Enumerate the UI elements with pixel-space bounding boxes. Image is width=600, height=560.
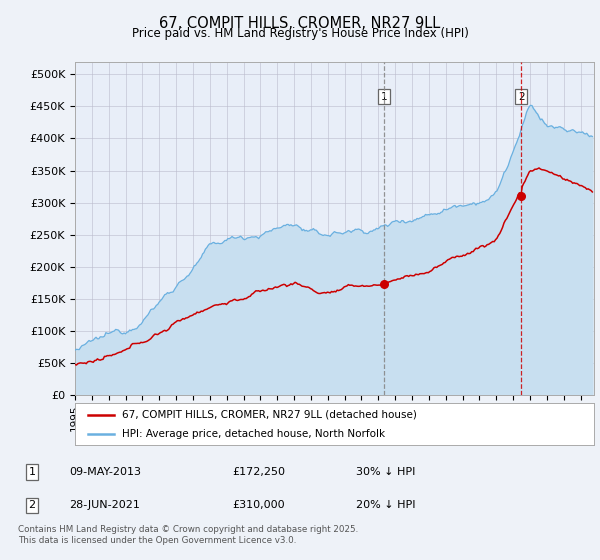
Text: 67, COMPIT HILLS, CROMER, NR27 9LL: 67, COMPIT HILLS, CROMER, NR27 9LL xyxy=(160,16,440,31)
Text: £172,250: £172,250 xyxy=(232,467,286,477)
Text: 2: 2 xyxy=(518,92,524,101)
Text: 20% ↓ HPI: 20% ↓ HPI xyxy=(356,500,416,510)
Text: 30% ↓ HPI: 30% ↓ HPI xyxy=(356,467,416,477)
Text: 67, COMPIT HILLS, CROMER, NR27 9LL (detached house): 67, COMPIT HILLS, CROMER, NR27 9LL (deta… xyxy=(122,409,416,419)
Text: 1: 1 xyxy=(29,467,35,477)
Text: 09-MAY-2013: 09-MAY-2013 xyxy=(69,467,141,477)
Text: Contains HM Land Registry data © Crown copyright and database right 2025.
This d: Contains HM Land Registry data © Crown c… xyxy=(18,525,358,545)
Text: Price paid vs. HM Land Registry's House Price Index (HPI): Price paid vs. HM Land Registry's House … xyxy=(131,27,469,40)
Text: HPI: Average price, detached house, North Norfolk: HPI: Average price, detached house, Nort… xyxy=(122,429,385,439)
Text: 1: 1 xyxy=(381,92,388,101)
Text: 28-JUN-2021: 28-JUN-2021 xyxy=(69,500,140,510)
Text: £310,000: £310,000 xyxy=(232,500,285,510)
Text: 2: 2 xyxy=(29,500,35,510)
